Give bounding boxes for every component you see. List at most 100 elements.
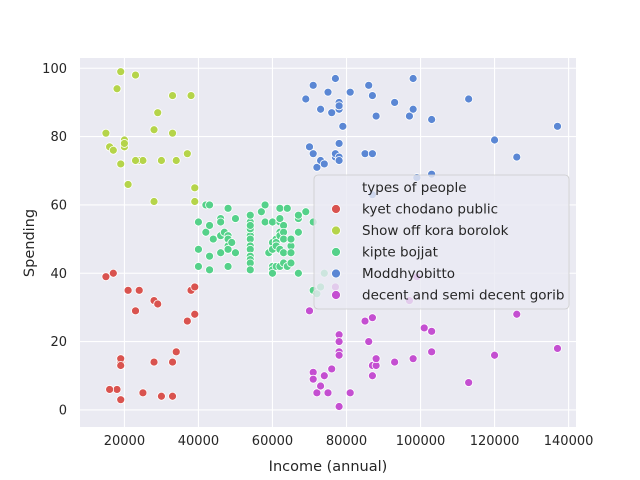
data-point [408, 104, 418, 114]
data-point [116, 395, 126, 405]
data-point [286, 248, 296, 258]
data-point [131, 306, 140, 316]
data-point [338, 121, 348, 131]
data-point [123, 285, 133, 295]
legend-marker [331, 290, 341, 300]
data-point [334, 337, 344, 346]
y-tick-labels: 0 20 40 60 80 100 [42, 62, 67, 419]
data-point [305, 142, 314, 152]
data-point [553, 121, 562, 131]
data-point [116, 67, 126, 77]
data-point [105, 385, 115, 394]
legend-marker [331, 225, 341, 236]
data-point [208, 234, 218, 244]
data-point [464, 378, 474, 387]
data-point [293, 210, 303, 220]
data-point [194, 244, 203, 254]
x-tick-label: 120000 [470, 434, 520, 449]
legend-marker [331, 204, 341, 214]
data-point [371, 354, 381, 364]
legend-label: Show off kora borolok [362, 223, 509, 239]
x-tick-label: 80000 [326, 434, 367, 449]
data-point [194, 262, 203, 271]
data-point [149, 197, 159, 206]
y-tick-label: 40 [50, 267, 67, 282]
x-tick-label: 40000 [178, 434, 219, 449]
x-tick-label: 20000 [104, 434, 145, 449]
y-tick-label: 60 [50, 198, 67, 213]
data-point [123, 180, 133, 189]
data-point [171, 347, 181, 357]
data-point [427, 115, 437, 124]
data-point [190, 282, 200, 292]
data-point [275, 214, 285, 223]
data-point [205, 200, 214, 210]
data-point [138, 388, 148, 398]
data-point [101, 272, 111, 282]
data-point [293, 268, 303, 278]
data-point [293, 227, 303, 237]
data-point [138, 156, 148, 165]
data-point [245, 265, 255, 275]
data-point [301, 207, 311, 217]
data-point [171, 156, 181, 165]
legend-label: Moddhyobitto [362, 266, 455, 282]
data-point [268, 217, 277, 227]
data-point [312, 388, 322, 398]
data-point [316, 381, 325, 391]
data-point [205, 221, 214, 230]
data-point [190, 197, 200, 206]
data-point [364, 80, 374, 90]
data-point [223, 244, 233, 254]
data-point [305, 306, 314, 316]
data-point [427, 347, 437, 357]
data-point [153, 108, 163, 118]
data-point [360, 316, 370, 326]
data-point [157, 391, 166, 401]
data-point [182, 316, 192, 326]
data-point [131, 70, 140, 80]
y-axis-title: Spending [22, 209, 38, 277]
data-point [153, 299, 163, 309]
data-point [308, 149, 318, 159]
data-point [245, 210, 255, 220]
data-point [490, 135, 499, 145]
data-point [553, 344, 562, 353]
data-point [368, 371, 377, 381]
data-point [364, 337, 374, 346]
data-point [345, 388, 355, 398]
data-point [120, 139, 129, 148]
data-point [256, 207, 266, 217]
data-point [245, 221, 255, 230]
legend-label: decent and semi decent gorib [362, 288, 564, 304]
data-point [331, 74, 340, 83]
data-point [149, 357, 159, 367]
data-point [134, 285, 144, 295]
data-point [205, 265, 214, 275]
y-tick-label: 100 [42, 62, 67, 77]
data-point [308, 80, 318, 90]
data-point [490, 350, 499, 360]
data-point [101, 128, 111, 138]
legend-label: kyet chodano public [362, 202, 498, 218]
legend-box [313, 174, 570, 310]
data-point [345, 87, 355, 97]
data-point [316, 104, 325, 114]
data-point [260, 217, 270, 227]
data-point [227, 238, 237, 247]
x-axis-title: Income (annual) [269, 459, 388, 475]
data-point [231, 248, 240, 258]
data-point [405, 111, 414, 121]
data-point [368, 313, 377, 323]
x-tick-labels: 20000 40000 60000 80000 100000 120000 140000 [104, 434, 594, 449]
y-tick-label: 0 [59, 403, 67, 418]
data-point [427, 326, 437, 336]
data-point [149, 125, 159, 135]
data-point [216, 248, 226, 258]
data-point [282, 203, 292, 213]
data-point [301, 94, 311, 104]
data-point [190, 309, 200, 319]
data-point [368, 149, 377, 159]
data-point [327, 364, 337, 374]
